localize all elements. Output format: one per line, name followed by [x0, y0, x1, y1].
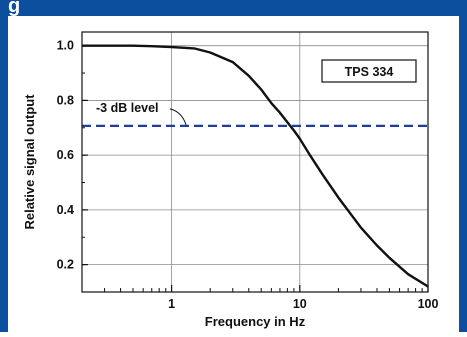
plot-area-border	[81, 31, 429, 293]
model-tag-box	[321, 59, 417, 83]
y-tick-label: 0.6	[57, 148, 74, 162]
chart-panel: 1 10 100 0.2 0.4 0.6 0.8 1.0 -3 dB level TPS 3…	[8, 16, 459, 332]
model-tag-label: TPS 334	[345, 65, 394, 79]
x-axis-label: Frequency in Hz	[205, 314, 306, 329]
y-tick-label: 1.0	[57, 39, 74, 53]
y-tick-label: 0.2	[57, 258, 74, 272]
minus-3db-label: -3 dB level	[96, 101, 159, 115]
x-tick-label: 10	[293, 297, 307, 311]
y-tick-label: 0.8	[57, 93, 74, 107]
minus-3db-leader-line	[169, 108, 187, 126]
response-curve	[82, 44, 429, 288]
frequency-response-chart: 1 10 100 0.2 0.4 0.6 0.8 1.0 -3 dB level TPS 3…	[22, 31, 438, 329]
x-tick-label: 100	[418, 297, 439, 311]
grid-lines	[81, 32, 429, 293]
y-axis-label: Relative signal output	[22, 94, 37, 230]
x-tick-label: 1	[168, 297, 175, 311]
y-tick-label: 0.4	[57, 203, 74, 217]
y-tick-labels: 0.2 0.4 0.6 0.8 1.0	[57, 39, 74, 272]
header-title-fragment: g	[8, 0, 21, 17]
x-tick-labels: 1 10 100	[168, 297, 438, 311]
